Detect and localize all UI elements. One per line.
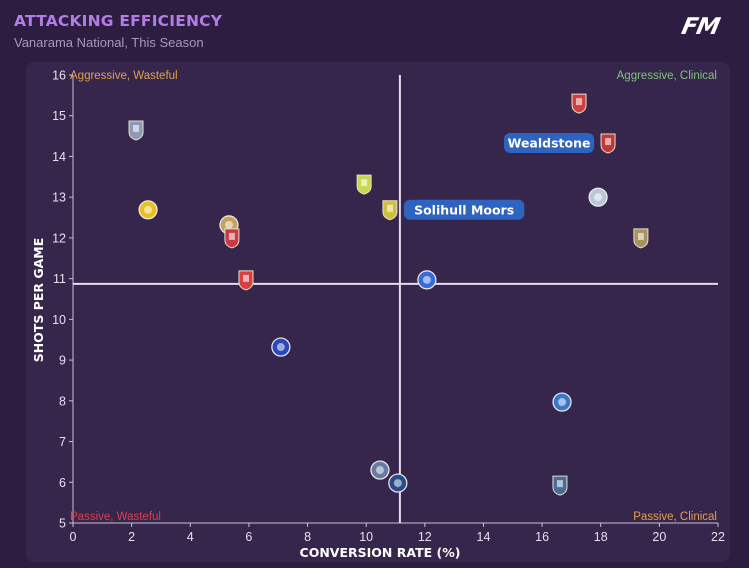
y-tick-label: 14: [52, 150, 66, 164]
x-tick-label: 6: [245, 530, 252, 544]
badge-emblem: [556, 480, 563, 488]
badge-emblem: [393, 479, 402, 488]
callout-label: Solihull Moors: [414, 202, 514, 217]
x-tick-label: 18: [594, 530, 608, 544]
callout-bg: [504, 133, 595, 154]
x-tick-label: 22: [711, 530, 725, 544]
quadrant-labels: Aggressive, Wasteful Aggressive, Clinical…: [70, 70, 717, 523]
y-tick-label: 6: [59, 476, 66, 490]
badge-emblem: [133, 124, 140, 132]
chart-subtitle: Vanarama National, This Season: [14, 35, 204, 50]
x-axis-title: CONVERSION RATE (%): [300, 545, 461, 560]
badge-emblem: [605, 138, 612, 146]
team-badge-point: [370, 460, 390, 480]
team-badge-point: [552, 392, 572, 412]
team-badge-point: [552, 475, 568, 496]
y-tick-label: 9: [59, 354, 66, 368]
team-badge-point: [417, 270, 437, 290]
team-badge-point: [138, 200, 158, 220]
badge-emblem: [276, 343, 285, 352]
y-tick-label: 5: [59, 517, 66, 531]
badge-emblem: [224, 220, 233, 229]
x-tick-label: 0: [70, 530, 77, 544]
team-badge-point: [238, 270, 254, 291]
badge-emblem: [228, 232, 235, 240]
chart-title: ATTACKING EFFICIENCY: [14, 12, 223, 30]
x-tick-label: 4: [187, 530, 194, 544]
badge-emblem: [422, 275, 431, 284]
badge-emblem: [386, 204, 393, 212]
axes: 0 2 4 6 8 10 12 14 16 18 20 22 5 6 7 8 9 10 11 12 13 14 15 16: [52, 69, 725, 545]
team-badge-point: [600, 133, 616, 154]
x-tick-label: 10: [359, 530, 373, 544]
team-badge-point: [382, 200, 398, 221]
team-badge-point: [128, 120, 144, 141]
x-tick-label: 8: [304, 530, 311, 544]
x-tick-label: 12: [418, 530, 432, 544]
y-tick-label: 8: [59, 394, 66, 408]
quadrant-label-aggressive-clinical: Aggressive, Clinical: [617, 70, 717, 82]
y-tick-label: 15: [52, 109, 66, 123]
team-badge-point: [224, 228, 240, 249]
y-tick-label: 12: [52, 231, 66, 245]
x-tick-label: 20: [652, 530, 666, 544]
team-badge-point: [571, 93, 587, 114]
x-tick-label: 2: [128, 530, 135, 544]
team-badge-point: [388, 473, 408, 493]
quadrant-label-passive-clinical: Passive, Clinical: [633, 511, 717, 523]
y-axis-title: SHOTS PER GAME: [31, 238, 46, 363]
quadrant-label-aggressive-wasteful: Aggressive, Wasteful: [70, 70, 178, 82]
callout-label: Wealdstone: [508, 136, 591, 151]
y-tick-label: 11: [53, 272, 66, 286]
reference-lines: [73, 75, 718, 523]
badge-emblem: [594, 193, 603, 202]
team-badge-point: [633, 228, 649, 249]
x-tick-label: 14: [477, 530, 491, 544]
badge-emblem: [375, 466, 384, 475]
badge-emblem: [637, 232, 644, 240]
y-tick-label: 16: [52, 69, 66, 83]
y-tick-label: 10: [52, 313, 66, 327]
data-points: [128, 93, 649, 496]
x-tick-label: 16: [535, 530, 549, 544]
team-badge-point: [356, 174, 372, 195]
badge-emblem: [576, 98, 583, 106]
callout-solihull-moors: Solihull Moors: [403, 199, 525, 220]
team-badge-point: [271, 337, 291, 357]
badge-emblem: [558, 398, 567, 407]
callout-wealdstone: Wealdstone: [504, 133, 595, 154]
callouts: Solihull Moors Wealdstone: [403, 133, 595, 220]
badge-emblem: [361, 179, 368, 187]
badge-emblem: [242, 274, 249, 282]
team-badge-point: [588, 187, 608, 207]
callout-bg: [403, 199, 525, 220]
badge-emblem: [144, 205, 153, 214]
y-tick-label: 7: [59, 435, 66, 449]
y-tick-label: 13: [52, 191, 66, 205]
quadrant-label-passive-wasteful: Passive, Wasteful: [70, 511, 161, 523]
